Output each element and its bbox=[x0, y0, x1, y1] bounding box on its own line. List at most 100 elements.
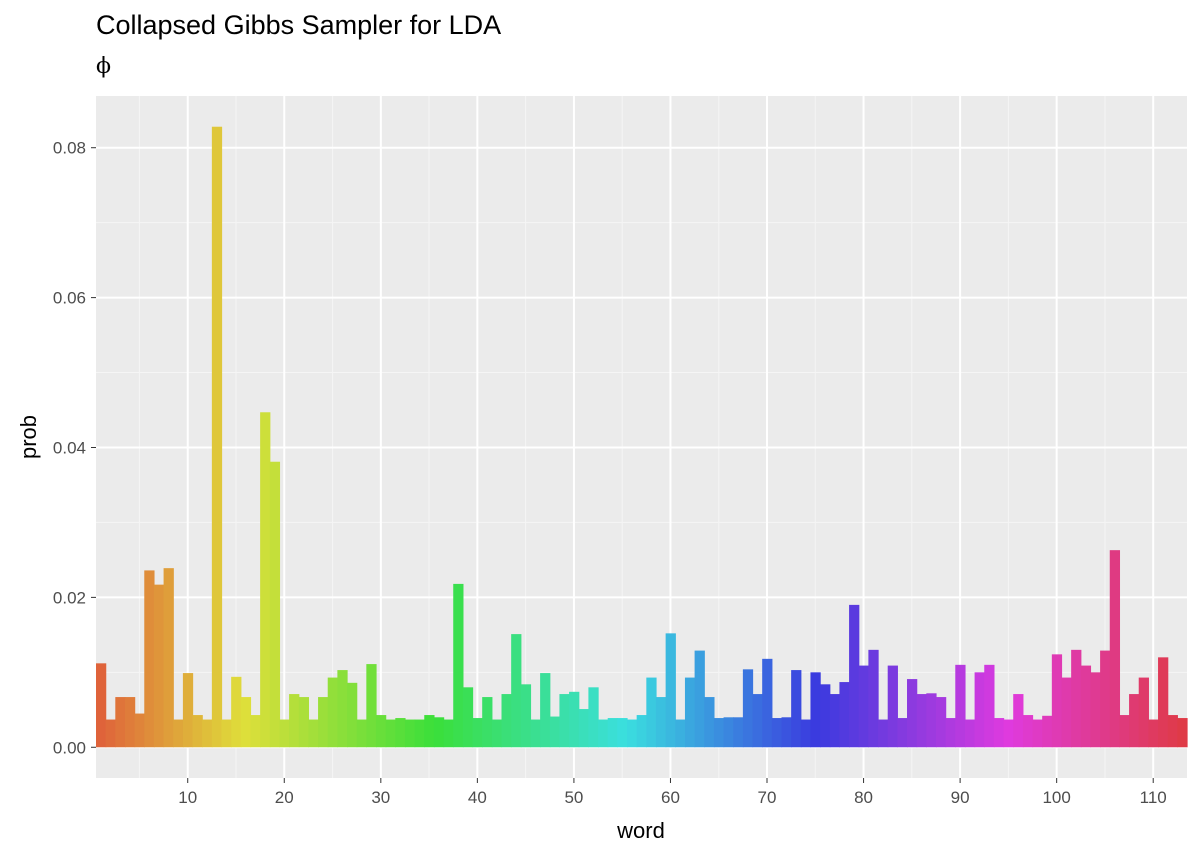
bar-word-1 bbox=[96, 663, 107, 748]
bar-word-36 bbox=[433, 717, 445, 748]
y-tick-label: 0.08 bbox=[53, 139, 86, 158]
bar-word-2 bbox=[105, 719, 116, 748]
major-gridlines bbox=[96, 96, 1187, 778]
bar-word-77 bbox=[829, 694, 841, 748]
bar-word-108 bbox=[1129, 694, 1140, 748]
bar-word-39 bbox=[462, 687, 474, 748]
bar-word-82 bbox=[878, 719, 889, 748]
bar-word-111 bbox=[1158, 657, 1169, 748]
bar-word-12 bbox=[202, 719, 213, 748]
bar-word-83 bbox=[887, 665, 898, 748]
bar-word-81 bbox=[868, 649, 879, 748]
bar-word-52 bbox=[588, 687, 599, 748]
bar-word-49 bbox=[559, 694, 570, 748]
bar-word-101 bbox=[1061, 677, 1072, 748]
bar-word-42 bbox=[491, 719, 503, 748]
bar-word-66 bbox=[723, 717, 734, 748]
bar-word-107 bbox=[1119, 715, 1130, 748]
x-tick-label: 70 bbox=[758, 788, 777, 807]
bar-word-91 bbox=[964, 719, 976, 748]
y-tick-label: 0.06 bbox=[53, 289, 86, 308]
bar-word-10 bbox=[182, 673, 194, 748]
bar-word-27 bbox=[347, 682, 358, 748]
x-tick-label: 80 bbox=[854, 788, 873, 807]
bar-word-104 bbox=[1090, 672, 1101, 748]
minor-gridlines bbox=[96, 96, 1187, 778]
bar-word-32 bbox=[395, 718, 406, 748]
bar-word-26 bbox=[337, 670, 348, 748]
bar-word-40 bbox=[472, 718, 483, 748]
bar-word-43 bbox=[501, 694, 512, 748]
plot-panel bbox=[96, 96, 1187, 778]
bar-word-109 bbox=[1138, 677, 1149, 748]
bar-word-57 bbox=[636, 715, 647, 748]
bar-word-62 bbox=[684, 677, 696, 748]
bar-word-69 bbox=[752, 694, 763, 748]
bar-word-4 bbox=[124, 697, 136, 748]
bar-word-35 bbox=[424, 715, 435, 748]
bar-word-46 bbox=[530, 719, 541, 748]
bar-word-80 bbox=[858, 665, 869, 748]
bar-word-15 bbox=[231, 676, 242, 748]
bar-word-8 bbox=[163, 568, 174, 748]
y-axis-title: prob bbox=[16, 415, 41, 459]
x-tick-label: 40 bbox=[468, 788, 487, 807]
bar-word-54 bbox=[607, 718, 618, 748]
y-axis: 0.00 0.02 0.04 0.06 0.08 bbox=[53, 139, 96, 757]
bars bbox=[96, 126, 1188, 748]
bar-word-95 bbox=[1003, 719, 1014, 748]
bar-word-64 bbox=[704, 697, 715, 748]
bar-word-100 bbox=[1051, 654, 1063, 748]
bar-word-72 bbox=[781, 717, 792, 748]
bar-word-25 bbox=[327, 677, 338, 748]
bar-word-45 bbox=[520, 684, 532, 748]
bar-word-34 bbox=[414, 719, 425, 748]
bar-word-97 bbox=[1022, 715, 1034, 748]
bar-word-96 bbox=[1013, 694, 1024, 748]
bar-word-113 bbox=[1177, 718, 1188, 748]
bar-word-86 bbox=[916, 694, 927, 748]
bar-word-112 bbox=[1167, 715, 1178, 748]
bar-word-55 bbox=[617, 718, 628, 748]
bar-word-67 bbox=[733, 717, 744, 748]
bar-word-29 bbox=[366, 664, 377, 748]
bar-word-98 bbox=[1032, 719, 1043, 748]
x-tick-label: 90 bbox=[951, 788, 970, 807]
bar-word-94 bbox=[993, 718, 1005, 748]
chart-title: Collapsed Gibbs Sampler for LDA bbox=[96, 10, 502, 40]
bar-word-3 bbox=[115, 697, 126, 748]
bar-word-76 bbox=[820, 684, 831, 748]
bar-word-73 bbox=[791, 670, 802, 748]
bar-word-21 bbox=[289, 694, 300, 748]
bar-word-87 bbox=[926, 693, 937, 748]
x-axis: 10 20 30 40 50 60 70 80 90 100 110 bbox=[178, 778, 1167, 807]
bar-word-30 bbox=[375, 715, 387, 748]
bar-word-14 bbox=[221, 719, 232, 748]
bar-word-84 bbox=[897, 718, 908, 748]
bar-word-28 bbox=[356, 719, 367, 748]
y-tick-label: 0.00 bbox=[53, 738, 86, 757]
bar-word-5 bbox=[134, 713, 145, 748]
bar-word-19 bbox=[269, 461, 281, 748]
bar-word-23 bbox=[308, 719, 319, 748]
x-tick-label: 100 bbox=[1042, 788, 1070, 807]
bar-word-79 bbox=[849, 604, 860, 748]
bar-word-24 bbox=[318, 697, 329, 748]
bar-word-6 bbox=[144, 570, 155, 748]
bar-word-74 bbox=[800, 719, 812, 748]
bar-word-70 bbox=[762, 658, 773, 748]
bar-word-78 bbox=[839, 682, 850, 748]
bar-word-33 bbox=[404, 719, 416, 748]
bar-word-44 bbox=[511, 634, 522, 748]
bar-word-47 bbox=[540, 673, 551, 748]
y-tick-label: 0.02 bbox=[53, 588, 86, 607]
x-axis-title: word bbox=[616, 818, 665, 843]
bar-word-48 bbox=[549, 716, 561, 748]
bar-word-31 bbox=[385, 719, 396, 748]
bar-word-38 bbox=[453, 583, 464, 748]
bar-word-17 bbox=[250, 715, 261, 748]
bar-word-9 bbox=[173, 719, 184, 748]
bar-word-7 bbox=[153, 584, 165, 748]
bar-word-63 bbox=[694, 650, 705, 748]
bar-word-65 bbox=[713, 718, 725, 748]
